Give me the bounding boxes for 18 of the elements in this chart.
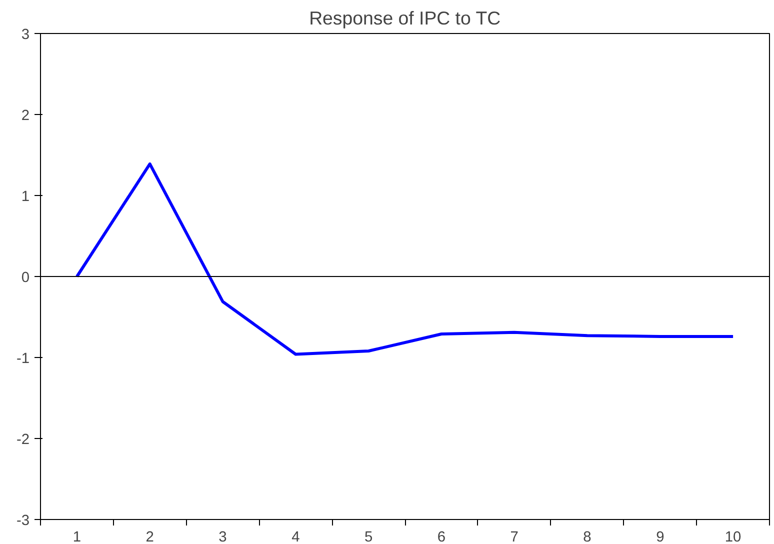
x-tick-label: 5 xyxy=(364,530,373,544)
y-tick-label: 0 xyxy=(21,270,30,286)
x-tick-label: 6 xyxy=(437,530,446,544)
x-tick-label: 10 xyxy=(724,530,742,544)
y-tick-label: 3 xyxy=(21,27,30,43)
y-tick-label: 1 xyxy=(21,189,30,205)
x-tick-label: 2 xyxy=(146,530,154,544)
x-tick-label: 9 xyxy=(656,530,664,544)
x-tick-label: 1 xyxy=(72,530,82,544)
y-tick-label: -3 xyxy=(16,513,30,529)
y-tick-label: 2 xyxy=(21,108,30,124)
x-tick-label: 3 xyxy=(218,530,227,544)
chart-title: Response of IPC to TC xyxy=(309,8,501,28)
x-tick-label: 7 xyxy=(510,530,518,544)
x-tick-label: 8 xyxy=(583,530,592,544)
x-tick-label: 4 xyxy=(292,530,300,544)
y-tick-label: -1 xyxy=(16,351,30,367)
y-tick-label: -2 xyxy=(16,432,30,448)
